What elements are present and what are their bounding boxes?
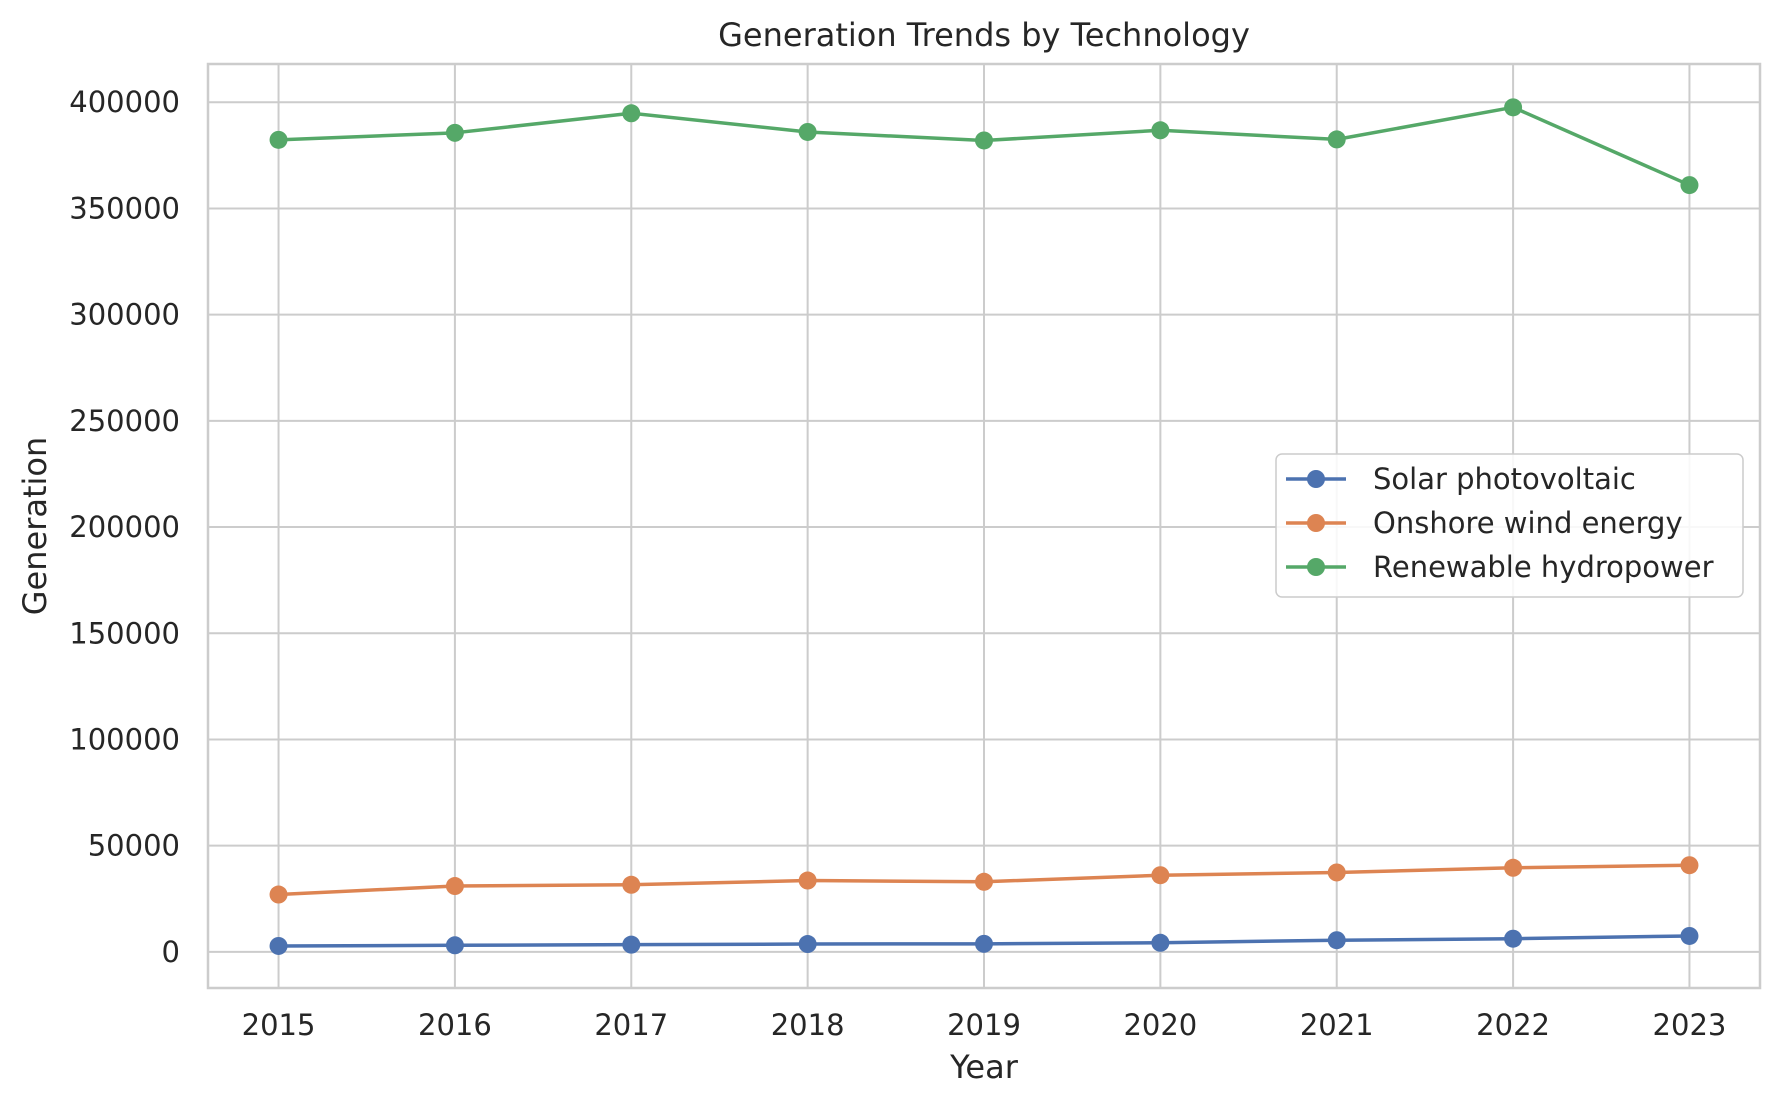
legend-swatch-marker xyxy=(1307,558,1325,576)
legend-items: Solar photovoltaic Onshore wind energy Ren… xyxy=(1286,462,1714,584)
data-point xyxy=(269,130,288,149)
data-point xyxy=(1327,931,1346,950)
data-point xyxy=(269,936,288,955)
series-group xyxy=(269,98,1699,195)
data-point xyxy=(798,871,817,890)
data-point xyxy=(1680,856,1699,875)
y-axis-ticks: 0 50000 100000 150000 200000 250000 300000 3500… xyxy=(69,85,180,969)
data-point xyxy=(798,935,817,954)
data-point xyxy=(269,885,288,904)
x-tick-label: 2016 xyxy=(418,1008,492,1042)
y-tick-label: 250000 xyxy=(69,404,180,438)
y-tick-label: 400000 xyxy=(69,85,180,119)
plot-frame xyxy=(206,62,1762,990)
chart-title: Generation Trends by Technology xyxy=(718,16,1250,54)
data-point xyxy=(622,104,641,123)
y-tick-label: 150000 xyxy=(69,616,180,650)
legend-entry: Onshore wind energy xyxy=(1373,506,1683,540)
x-tick-label: 2020 xyxy=(1123,1008,1197,1042)
data-point xyxy=(622,935,641,954)
series-group xyxy=(269,856,1699,904)
data-point xyxy=(975,872,993,891)
legend-entry: Renewable hydropower xyxy=(1373,550,1714,584)
x-tick-label: 2022 xyxy=(1476,1008,1550,1042)
legend-swatch-marker xyxy=(1307,514,1325,532)
x-axis-label: Year xyxy=(949,1048,1019,1086)
data-point xyxy=(1680,926,1699,945)
data-point xyxy=(1327,130,1346,149)
x-tick-label: 2018 xyxy=(771,1008,845,1042)
x-tick-label: 2017 xyxy=(594,1008,668,1042)
x-tick-label: 2019 xyxy=(947,1008,1021,1042)
data-point xyxy=(1680,176,1699,195)
data-point xyxy=(975,934,993,953)
data-point xyxy=(1504,98,1523,117)
legend-entry: Solar photovoltaic xyxy=(1373,462,1636,496)
series-layer xyxy=(269,98,1699,955)
data-point xyxy=(1504,929,1523,948)
data-point xyxy=(622,875,641,894)
data-point xyxy=(445,123,464,142)
series-group xyxy=(269,926,1699,955)
legend-swatch-marker xyxy=(1307,470,1325,488)
y-tick-label: 200000 xyxy=(69,510,180,544)
x-tick-label: 2021 xyxy=(1300,1008,1374,1042)
legend-box xyxy=(1275,453,1744,598)
x-tick-label: 2015 xyxy=(242,1008,316,1042)
y-tick-label: 50000 xyxy=(88,829,180,863)
data-point xyxy=(1151,866,1170,885)
data-point xyxy=(1327,863,1346,882)
y-tick-label: 100000 xyxy=(69,722,180,756)
data-point xyxy=(798,122,817,141)
y-tick-label: 0 xyxy=(162,935,180,969)
data-point xyxy=(1151,933,1170,952)
x-axis-ticks: 2015 2016 2017 2018 2019 2020 2021 2022 2023 xyxy=(242,1008,1727,1042)
data-point xyxy=(975,131,993,150)
data-point xyxy=(1504,858,1523,877)
y-axis-label: Generation xyxy=(16,437,54,616)
legend: Solar photovoltaic Onshore wind energy Ren… xyxy=(1275,453,1744,598)
x-tick-label: 2023 xyxy=(1653,1008,1727,1042)
data-point xyxy=(445,877,464,896)
y-tick-label: 350000 xyxy=(69,191,180,225)
data-point xyxy=(445,936,464,955)
y-tick-label: 300000 xyxy=(69,298,180,332)
data-point xyxy=(1151,121,1170,140)
